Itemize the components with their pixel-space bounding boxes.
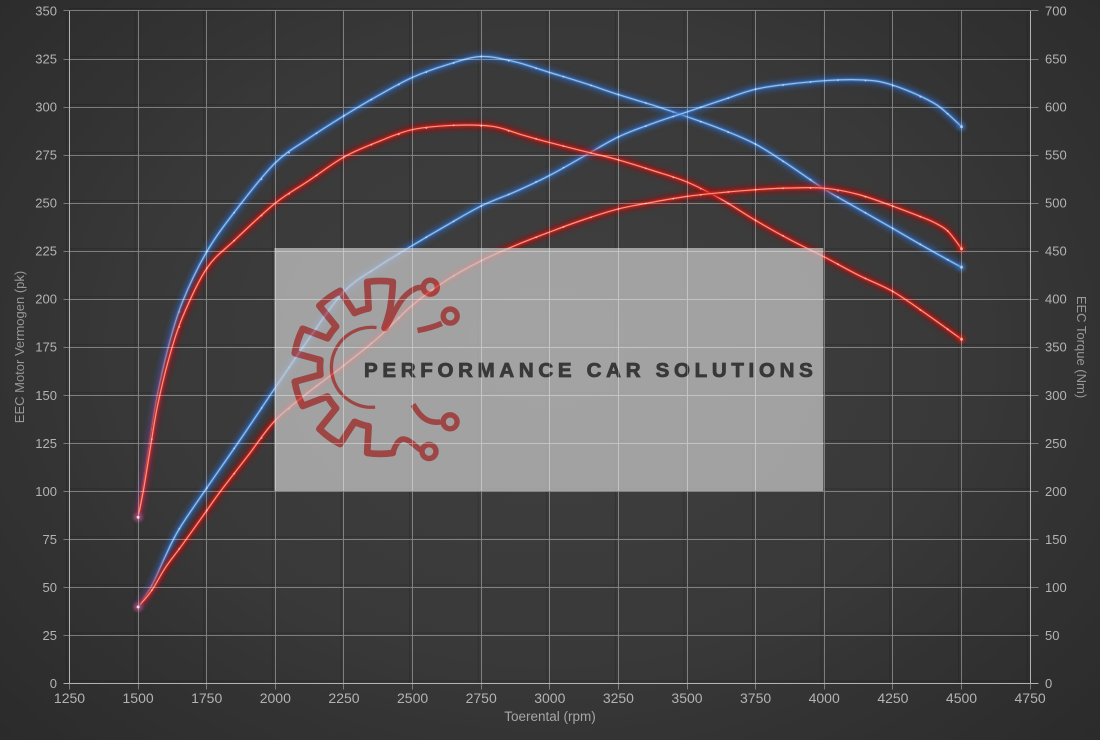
svg-text:2250: 2250 [328,690,359,706]
svg-text:350: 350 [35,4,57,19]
svg-text:2000: 2000 [260,690,291,706]
svg-text:3250: 3250 [603,690,634,706]
svg-text:50: 50 [43,580,57,595]
svg-text:1750: 1750 [191,690,222,706]
svg-text:1250: 1250 [54,690,85,706]
svg-text:125: 125 [35,436,57,451]
svg-text:0: 0 [1045,676,1052,691]
svg-text:225: 225 [35,244,57,259]
svg-text:550: 550 [1045,148,1067,163]
svg-text:100: 100 [35,484,57,499]
svg-text:EEC Motor Vermogen (pk): EEC Motor Vermogen (pk) [12,271,27,423]
svg-text:4750: 4750 [1015,690,1046,706]
svg-text:450: 450 [1045,244,1067,259]
svg-text:200: 200 [35,292,57,307]
svg-text:3750: 3750 [740,690,771,706]
svg-text:0: 0 [50,676,57,691]
svg-text:2500: 2500 [397,690,428,706]
svg-text:350: 350 [1045,340,1067,355]
svg-text:325: 325 [35,52,57,67]
svg-text:250: 250 [1045,436,1067,451]
svg-text:PERFORMANCE CAR SOLUTIONS: PERFORMANCE CAR SOLUTIONS [364,359,817,382]
svg-text:150: 150 [35,388,57,403]
svg-text:150: 150 [1045,532,1067,547]
svg-text:300: 300 [1045,388,1067,403]
svg-text:700: 700 [1045,4,1067,19]
svg-text:4500: 4500 [946,690,977,706]
svg-text:4250: 4250 [877,690,908,706]
svg-text:2750: 2750 [466,690,497,706]
svg-text:650: 650 [1045,52,1067,67]
svg-text:EEC Torque (Nm): EEC Torque (Nm) [1074,296,1089,398]
svg-text:4000: 4000 [809,690,840,706]
svg-text:200: 200 [1045,484,1067,499]
svg-text:275: 275 [35,148,57,163]
svg-text:Toerental (rpm): Toerental (rpm) [504,709,596,724]
svg-text:3500: 3500 [671,690,702,706]
svg-text:175: 175 [35,340,57,355]
svg-text:500: 500 [1045,196,1067,211]
svg-text:100: 100 [1045,580,1067,595]
svg-text:300: 300 [35,100,57,115]
svg-text:75: 75 [43,532,57,547]
svg-text:50: 50 [1045,628,1059,643]
svg-text:250: 250 [35,196,57,211]
svg-text:1500: 1500 [123,690,154,706]
svg-text:25: 25 [43,628,57,643]
svg-text:400: 400 [1045,292,1067,307]
svg-text:3000: 3000 [534,690,565,706]
svg-text:600: 600 [1045,100,1067,115]
